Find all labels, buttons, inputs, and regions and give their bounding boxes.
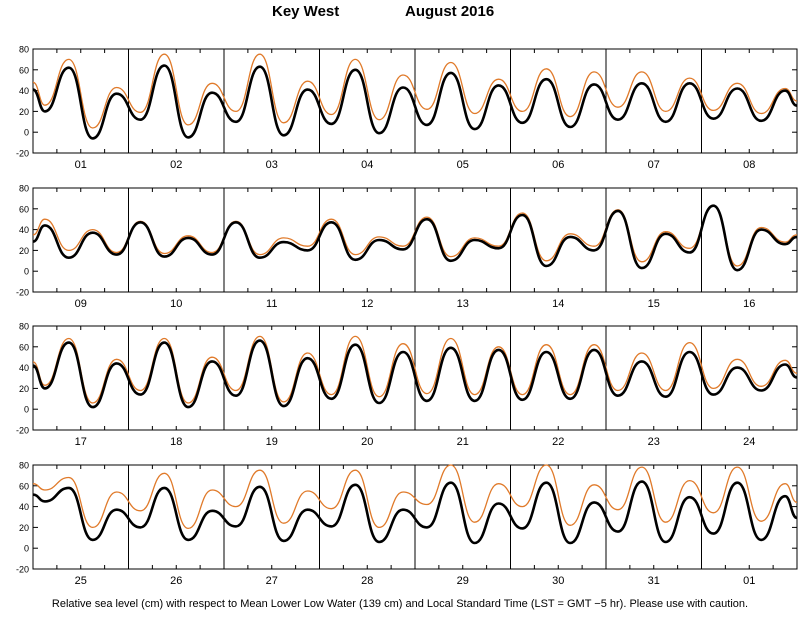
y-tick-label: 80 [19,184,29,194]
y-tick-label: 20 [19,246,29,256]
day-label: 15 [648,298,660,310]
y-tick-label: 0 [24,128,29,138]
day-label: 23 [648,436,660,448]
y-tick-label: 80 [19,45,29,55]
y-tick-label: -20 [16,426,29,436]
day-label: 06 [552,159,564,171]
y-tick-label: 0 [24,544,29,554]
y-tick-label: 20 [19,107,29,117]
day-label: 12 [361,298,373,310]
day-label: 24 [743,436,755,448]
day-label: 03 [266,159,278,171]
day-label: 25 [75,575,87,587]
day-label: 19 [266,436,278,448]
day-label: 13 [457,298,469,310]
day-label: 17 [75,436,87,448]
y-tick-label: -20 [16,565,29,575]
y-tick-label: 20 [19,523,29,533]
y-tick-label: 40 [19,225,29,235]
day-label: 11 [266,298,277,310]
y-tick-label: 80 [19,322,29,332]
y-tick-label: 40 [19,86,29,96]
day-label: 01 [743,575,755,587]
day-label: 10 [170,298,182,310]
day-label: 01 [75,159,87,171]
day-label: 09 [75,298,87,310]
series-observed-line [32,64,798,140]
y-tick-label: 0 [24,267,29,277]
y-tick-label: 40 [19,502,29,512]
series-observed-line [32,204,798,272]
chart-title-month: August 2016 [405,3,495,20]
day-label: 14 [552,298,564,310]
day-label: 16 [743,298,755,310]
day-label: 29 [457,575,469,587]
day-label: 31 [648,575,660,587]
day-label: 08 [743,159,755,171]
day-label: 28 [361,575,373,587]
chart-title-station: Key West [272,3,340,20]
day-label: 07 [648,159,660,171]
day-label: 30 [552,575,564,587]
y-tick-label: 60 [19,342,29,352]
y-tick-label: -20 [16,149,29,159]
y-tick-label: 60 [19,204,29,214]
series-observed-line [32,339,798,409]
day-label: 21 [457,436,469,448]
series-predicted-line [32,53,798,129]
day-label: 22 [552,436,564,448]
y-tick-label: 80 [19,461,29,471]
y-tick-label: 20 [19,384,29,394]
day-label: 02 [170,159,182,171]
day-label: 05 [457,159,469,171]
day-label: 18 [170,436,182,448]
chart-footer-note: Relative sea level (cm) with respect to … [51,598,749,610]
series-observed-line [32,480,798,545]
y-tick-label: 0 [24,405,29,415]
day-label: 20 [361,436,373,448]
series-predicted-line [32,464,798,530]
tide-chart: -20 0 20 40 60 80 01 02 03 04 05 06 07 08 -20 0 20 40 60 80… [16,45,798,587]
y-tick-label: 60 [19,65,29,75]
day-label: 04 [361,159,373,171]
day-label: 27 [266,575,278,587]
y-tick-label: 60 [19,481,29,491]
day-label: 26 [170,575,182,587]
y-tick-label: -20 [16,288,29,298]
y-tick-label: 40 [19,363,29,373]
